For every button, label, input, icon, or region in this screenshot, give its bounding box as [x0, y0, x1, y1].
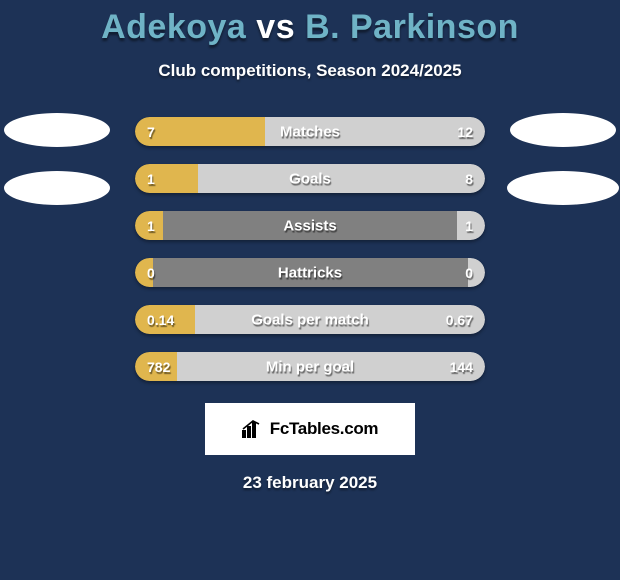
stat-value-left: 782: [147, 359, 170, 375]
stat-bar: 782 144 Min per goal: [135, 352, 485, 381]
left-bubbles: [0, 113, 122, 205]
stat-label: Min per goal: [266, 358, 354, 375]
stat-value-left: 1: [147, 218, 155, 234]
right-bubbles: [498, 113, 620, 205]
stat-value-left: 7: [147, 124, 155, 140]
vs-text: vs: [256, 8, 295, 46]
player1-name: Adekoya: [101, 8, 246, 46]
comparison-content: 7 12 Matches 1 8 Goals 1 1 Assists 0 0 Hattricks 0.1…: [0, 117, 620, 493]
stat-value-left: 0: [147, 265, 155, 281]
player1-flag-badge: [4, 171, 110, 205]
snapshot-date: 23 february 2025: [0, 473, 620, 493]
stat-label: Hattricks: [278, 264, 342, 281]
stat-value-right: 8: [465, 171, 473, 187]
fctables-logo-icon: [242, 420, 264, 438]
player1-club-badge: [4, 113, 110, 147]
stat-label: Matches: [280, 123, 340, 140]
player2-name: B. Parkinson: [305, 8, 519, 46]
stat-value-right: 0.67: [446, 312, 473, 328]
stat-value-left: 0.14: [147, 312, 174, 328]
stat-bar: 7 12 Matches: [135, 117, 485, 146]
stat-bar: 1 8 Goals: [135, 164, 485, 193]
stat-bar: 1 1 Assists: [135, 211, 485, 240]
stat-label: Goals: [289, 170, 331, 187]
stat-bar-left-segment: [135, 164, 198, 193]
stat-bars: 7 12 Matches 1 8 Goals 1 1 Assists 0 0 Hattricks 0.1…: [135, 117, 485, 381]
player2-flag-badge: [507, 171, 619, 205]
stat-bar: 0.14 0.67 Goals per match: [135, 305, 485, 334]
player2-club-badge: [510, 113, 616, 147]
subtitle: Club competitions, Season 2024/2025: [0, 61, 620, 81]
stat-label: Goals per match: [251, 311, 369, 328]
stat-label: Assists: [283, 217, 336, 234]
stat-bar-right-segment: [198, 164, 485, 193]
stat-value-right: 0: [465, 265, 473, 281]
logo-text: FcTables.com: [270, 419, 379, 439]
comparison-title: Adekoya vs B. Parkinson: [0, 0, 620, 47]
stat-value-left: 1: [147, 171, 155, 187]
logo-box[interactable]: FcTables.com: [205, 403, 415, 455]
stat-value-right: 12: [457, 124, 473, 140]
stat-value-right: 144: [450, 359, 473, 375]
stat-value-right: 1: [465, 218, 473, 234]
stat-bar: 0 0 Hattricks: [135, 258, 485, 287]
